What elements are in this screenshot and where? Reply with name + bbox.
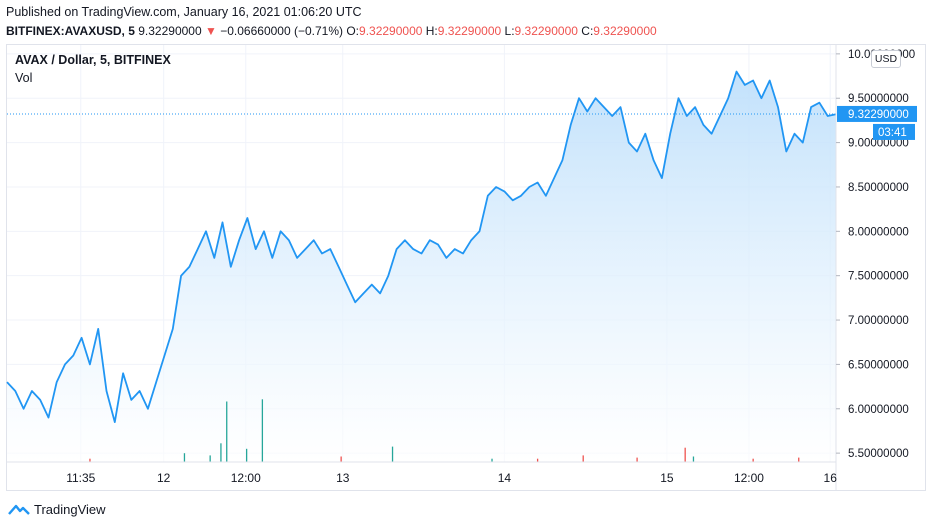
volume-bar-15: [491, 458, 493, 462]
chart-legend: AVAX / Dollar, 5, BITFINEX Vol: [15, 53, 171, 85]
x-tick-label-7: 16: [824, 471, 838, 485]
y-tick-label-5: 7.50000000: [848, 271, 909, 283]
x-tick-label-0: 11:35: [66, 471, 95, 485]
volume-bar-4: [391, 446, 394, 462]
volume-bar-10: [636, 457, 638, 462]
y-tick-label-8: 6.00000000: [848, 404, 909, 416]
volume-bar-6: [183, 453, 186, 462]
y-tick-label-9: 5.50000000: [848, 448, 909, 460]
volume-bar-13: [798, 457, 800, 462]
currency-button[interactable]: USD: [871, 50, 901, 68]
brand-name: TradingView: [34, 502, 106, 517]
y-tick-label-7: 6.50000000: [848, 359, 909, 371]
volume-bar-0: [226, 401, 228, 462]
last-price: 9.32290000: [138, 24, 202, 38]
down-arrow-icon: ▼: [205, 24, 217, 38]
volume-bar-9: [582, 455, 584, 462]
tradingview-brand[interactable]: TradingView: [8, 502, 106, 517]
volume-bar-2: [220, 443, 222, 462]
volume-bar-16: [536, 458, 539, 462]
low-label: L:: [504, 24, 515, 38]
legend-title[interactable]: AVAX / Dollar, 5, BITFINEX: [15, 53, 171, 67]
countdown-label: 03:41: [878, 127, 907, 139]
price-line: [6, 70, 837, 423]
price-area-fill: [7, 71, 836, 462]
legend-volume[interactable]: Vol: [15, 71, 33, 85]
y-tick-label-4: 8.00000000: [848, 226, 909, 238]
close-label: C:: [581, 24, 594, 38]
open-value: 9.32290000: [359, 24, 423, 38]
open-label: O:: [346, 24, 360, 38]
volume-bar-5: [684, 447, 686, 462]
x-tick-label-1: 12: [157, 471, 171, 485]
price-change: −0.06660000 (−0.71%): [220, 24, 343, 38]
volume-bar-14: [89, 458, 91, 462]
close-value: 9.32290000: [593, 24, 657, 38]
y-tick-label-3: 8.50000000: [848, 182, 909, 194]
x-tick-label-5: 15: [660, 471, 674, 485]
low-value: 9.32290000: [514, 24, 578, 38]
tradingview-logo-icon: [8, 504, 30, 515]
published-info: Published on TradingView.com, January 16…: [6, 5, 362, 19]
symbol-info-line: BITFINEX:AVAXUSD, 5 9.32290000 ▼ −0.0666…: [6, 24, 657, 38]
volume-bar-11: [692, 456, 695, 462]
y-tick-label-2: 9.00000000: [848, 138, 909, 150]
symbol-name[interactable]: BITFINEX:AVAXUSD, 5: [6, 24, 135, 38]
high-value: 9.32290000: [437, 24, 502, 38]
y-tick-label-1: 9.50000000: [848, 93, 909, 105]
chart-frame: [6, 44, 926, 491]
volume-bar-7: [209, 455, 211, 462]
last-price-label-bg: [837, 105, 917, 122]
x-tick-label-6: 12:00: [734, 471, 764, 485]
x-tick-label-3: 13: [336, 471, 350, 485]
high-label: H:: [425, 24, 438, 38]
volume-bar-1: [261, 399, 264, 462]
last-price-label: 9.32290000: [848, 109, 909, 121]
x-tick-label-2: 12:00: [231, 471, 261, 485]
volume-bar-8: [340, 456, 342, 462]
volume-bar-3: [245, 448, 248, 462]
y-tick-label-6: 7.00000000: [848, 315, 909, 327]
x-tick-label-4: 14: [498, 471, 512, 485]
countdown-label-bg: [873, 123, 915, 140]
volume-bar-12: [752, 458, 754, 462]
